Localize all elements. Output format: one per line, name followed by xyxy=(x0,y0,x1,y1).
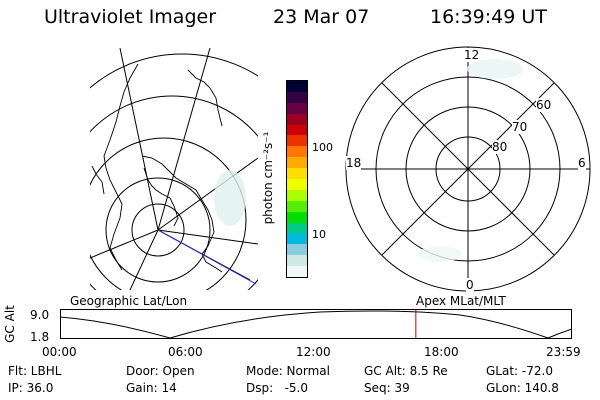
orbit-xtick-2: 12:00 xyxy=(296,345,331,359)
info-seq: Seq: 39 xyxy=(364,381,410,395)
colorbar-tick-100: 100 xyxy=(312,141,333,154)
info-gain: Gain: 14 xyxy=(126,381,177,395)
app-title: Ultraviolet Imager xyxy=(44,6,217,28)
orbit-plot xyxy=(60,309,572,339)
info-ip: IP: 36.0 xyxy=(8,381,54,395)
colorbar-segment xyxy=(287,200,307,212)
lat-60-label: 60 xyxy=(536,98,552,112)
info-gcalt: GC Alt: 8.5 Re xyxy=(364,364,448,378)
info-glon: GLon: 140.8 xyxy=(486,381,559,395)
mlt-6-label: 6 xyxy=(578,156,586,170)
colorbar-segment xyxy=(287,135,307,147)
geographic-map xyxy=(90,48,258,290)
info-glat: GLat: -72.0 xyxy=(486,364,553,378)
date-label: 23 Mar 07 xyxy=(273,6,370,28)
colorbar xyxy=(286,80,308,278)
orbit-xtick-3: 18:00 xyxy=(424,345,459,359)
orbit-xtick-1: 06:00 xyxy=(168,345,203,359)
colorbar-segment xyxy=(287,179,307,190)
mlt-12-label: 12 xyxy=(464,48,480,62)
colorbar-tick-10: 10 xyxy=(312,228,326,241)
colorbar-segment xyxy=(287,113,307,125)
mlt-18-label: 18 xyxy=(346,156,362,170)
colorbar-segment xyxy=(287,168,307,180)
orbit-ytick-top: 9.0 xyxy=(30,308,50,322)
colorbar-unit-label: photon cm⁻²s⁻¹ xyxy=(261,131,275,225)
colorbar-segment xyxy=(287,266,307,277)
info-flt: Flt: LBHL xyxy=(8,364,62,378)
orbit-xtick-0: 00:00 xyxy=(42,345,77,359)
mlt-0-label: 0 xyxy=(466,278,474,292)
colorbar-segment xyxy=(287,102,307,114)
colorbar-segment xyxy=(287,157,307,169)
orbit-ylabel: GC Alt xyxy=(3,305,17,343)
lat-80-label: 80 xyxy=(492,140,508,154)
info-dsp: Dsp: -5.0 xyxy=(246,381,309,395)
orbit-ytick-bottom: 1.8 xyxy=(30,330,50,344)
time-label: 16:39:49 UT xyxy=(430,6,547,28)
colorbar-segment xyxy=(287,222,307,234)
colorbar-segment xyxy=(287,255,307,267)
info-mode: Mode: Normal xyxy=(246,364,330,378)
colorbar-segment xyxy=(287,124,307,136)
geographic-label: Geographic Lat/Lon xyxy=(70,294,188,308)
orbit-xtick-4: 23:59 xyxy=(546,345,581,359)
polar-label: Apex MLat/MLT xyxy=(416,294,506,308)
colorbar-segment xyxy=(287,189,307,201)
colorbar-segment xyxy=(287,146,307,158)
colorbar-segment xyxy=(287,211,307,223)
lat-70-label: 70 xyxy=(512,120,528,134)
polar-plot xyxy=(345,46,591,292)
colorbar-segment xyxy=(287,233,307,245)
colorbar-segment xyxy=(287,91,307,103)
colorbar-segment xyxy=(287,81,307,92)
info-door: Door: Open xyxy=(126,364,195,378)
colorbar-segment xyxy=(287,244,307,256)
